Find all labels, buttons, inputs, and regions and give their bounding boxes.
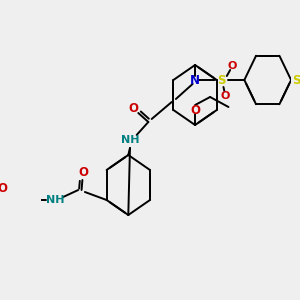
Text: O: O [128, 101, 138, 115]
Text: S: S [292, 74, 300, 86]
Text: S: S [218, 74, 226, 86]
Text: O: O [0, 182, 7, 194]
Text: NH: NH [121, 135, 139, 145]
Text: O: O [220, 91, 230, 101]
Text: O: O [78, 166, 88, 178]
Text: N: N [190, 74, 200, 86]
Text: NH: NH [46, 195, 64, 205]
Text: O: O [190, 103, 200, 116]
Text: O: O [227, 61, 236, 71]
